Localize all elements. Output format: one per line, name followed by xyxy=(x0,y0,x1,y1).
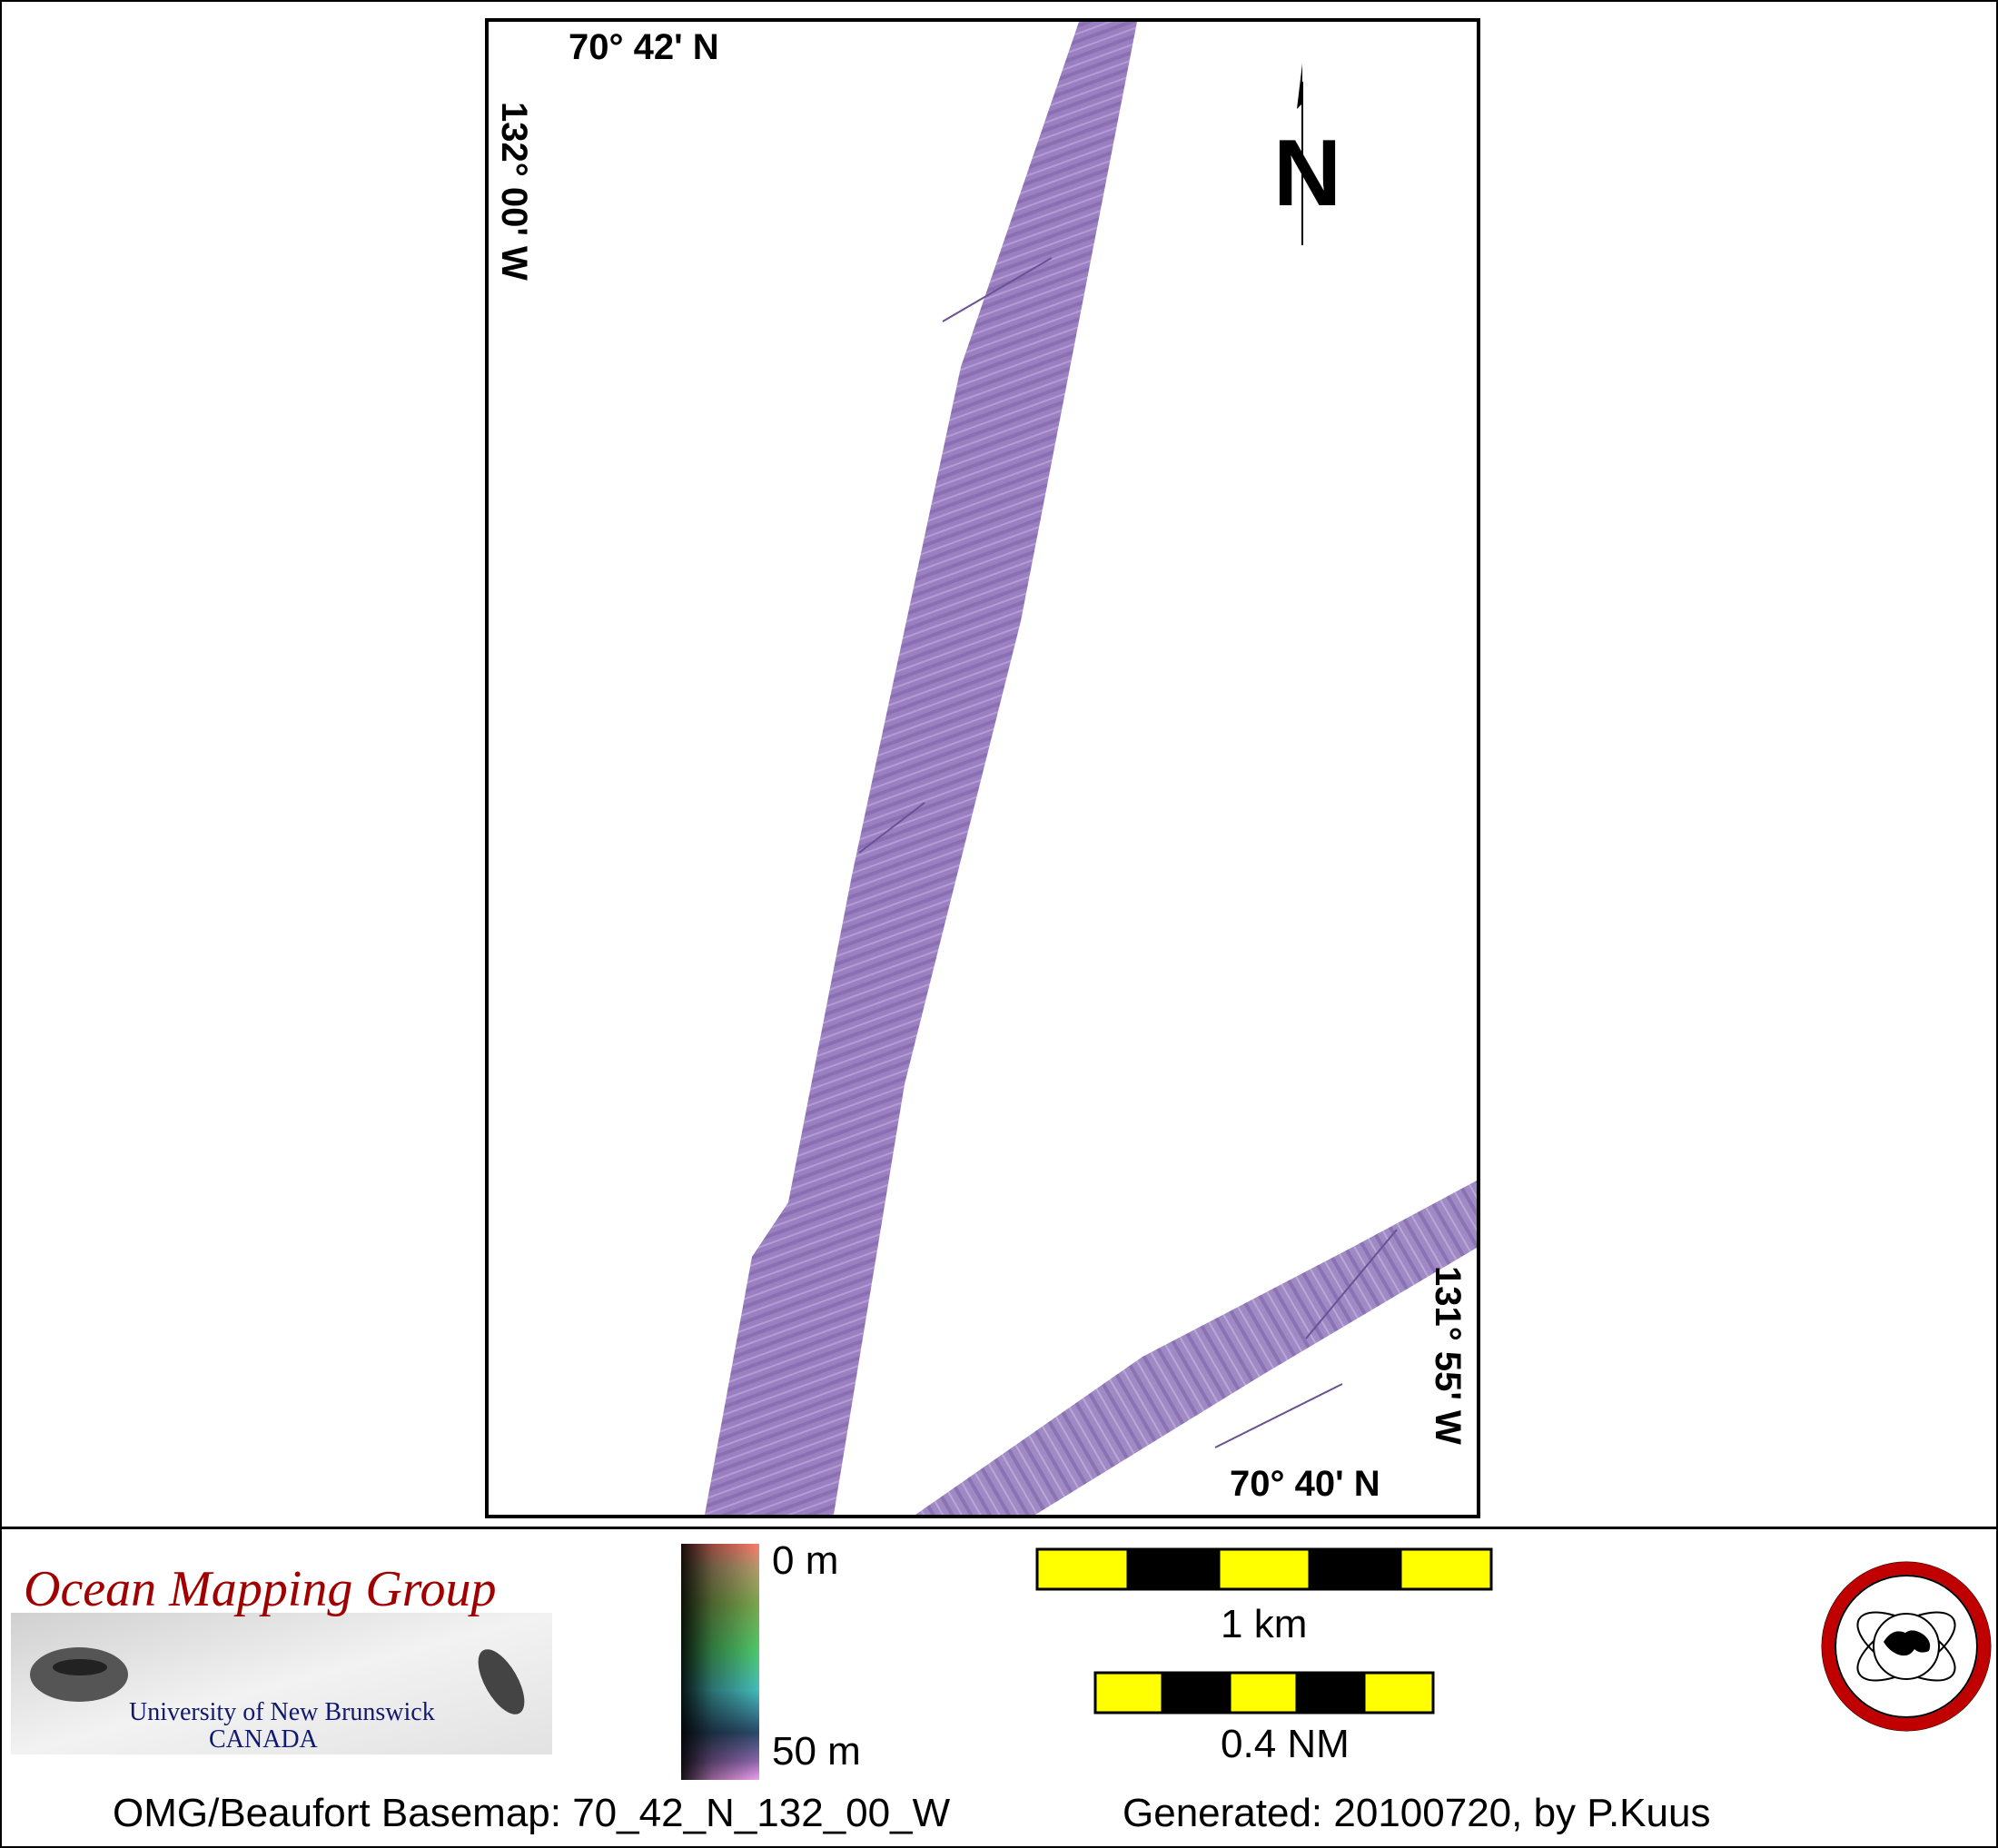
scour-mark xyxy=(1305,1229,1398,1339)
scale-bar-km xyxy=(1035,1547,1493,1591)
north-label: N xyxy=(1273,121,1342,226)
lon-right-label: 131° 55' W xyxy=(1428,1266,1468,1445)
north-arrow-icon xyxy=(1297,64,1303,245)
generated-label: Generated: 20100720, by P.Kuus xyxy=(1123,1791,1711,1835)
omg-university: University of New Brunswick xyxy=(129,1698,435,1726)
scale-nm-label: 0.4 NM xyxy=(1221,1722,1350,1766)
seafloor-image xyxy=(11,1613,552,1754)
omg-logo: Ocean Mapping Group University of New Br… xyxy=(11,1546,552,1756)
scale-bar-nm xyxy=(1093,1671,1435,1715)
scour-mark xyxy=(858,802,925,854)
depth-color-bar-shading xyxy=(681,1544,759,1780)
lat-top-label: 70° 42' N xyxy=(569,27,719,67)
unb-geodesy-seal xyxy=(1821,1561,1992,1732)
scour-mark xyxy=(1214,1383,1343,1448)
survey-swath-east xyxy=(915,1181,1477,1515)
lat-bottom-label: 70° 40' N xyxy=(1230,1464,1380,1504)
depth-min-label: 0 m xyxy=(772,1538,839,1583)
legend-divider xyxy=(0,1527,1998,1529)
scale-km-label: 1 km xyxy=(1221,1602,1308,1646)
omg-title: Ocean Mapping Group xyxy=(24,1561,497,1617)
survey-swath-north xyxy=(705,22,1137,1515)
omg-country: CANADA xyxy=(209,1725,318,1754)
depth-max-label: 50 m xyxy=(772,1729,861,1774)
basemap-id-label: OMG/Beaufort Basemap: 70_42_N_132_00_W xyxy=(113,1791,951,1835)
scour-mark xyxy=(942,257,1053,322)
lon-left-label: 132° 00' W xyxy=(494,102,534,281)
map-frame: N xyxy=(485,18,1480,1518)
map-canvas xyxy=(705,22,1477,1515)
